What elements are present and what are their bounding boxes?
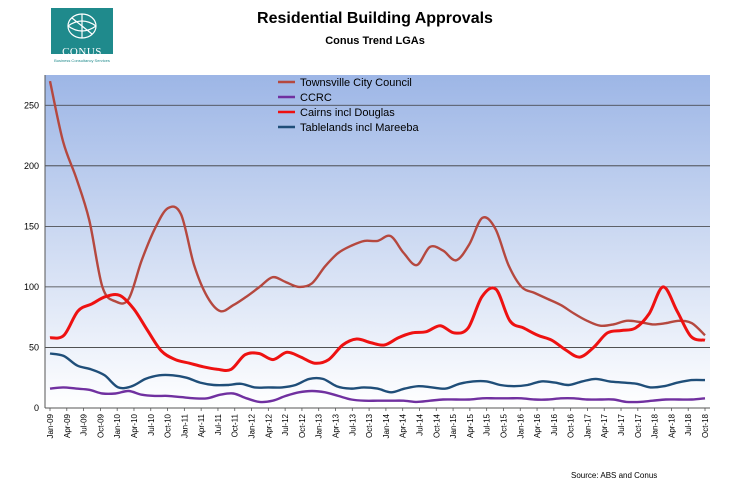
x-tick-label: Jul-18: [684, 413, 693, 435]
y-tick-label: 0: [34, 403, 39, 413]
x-tick-label: Apr-10: [130, 413, 139, 438]
y-tick-label: 150: [24, 221, 39, 231]
x-tick-label: Oct-16: [567, 413, 576, 438]
x-tick-label: Jul-11: [214, 413, 223, 435]
y-tick-label: 50: [29, 342, 39, 352]
y-tick-label: 250: [24, 100, 39, 110]
x-tick-label: Oct-10: [164, 413, 173, 438]
x-tick-label: Oct-13: [365, 413, 374, 438]
x-tick-label: Jan-10: [113, 413, 122, 438]
x-tick-label: Jan-14: [382, 413, 391, 438]
x-tick-label: Jul-13: [348, 413, 357, 435]
legend: Townsville City Council CCRC Cairns incl D…: [278, 77, 420, 134]
x-tick-label: Oct-11: [231, 413, 240, 437]
x-tick-label: Apr-14: [399, 413, 408, 438]
series-line-2: [49, 285, 706, 372]
logo-wordmark: CONUS: [62, 46, 102, 58]
x-tick-label: Jul-14: [415, 413, 424, 435]
x-tick-label: Jul-09: [80, 413, 89, 435]
legend-label-0: Townsville City Council: [300, 77, 412, 89]
x-tick-label: Oct-14: [432, 413, 441, 438]
x-tick-label: Jan-17: [583, 413, 592, 438]
source-note: Source: ABS and Conus: [571, 471, 658, 480]
x-tick-label: Apr-11: [197, 413, 206, 437]
x-tick-label: Jul-10: [147, 413, 156, 435]
x-tick-label: Jan-11: [180, 413, 189, 437]
x-tick-label: Jan-16: [516, 413, 525, 438]
logo-tagline: Business Consultancy Services: [54, 58, 110, 63]
x-axis: Jan-09 Apr-09 Jul-09 Oct-09 Jan-10 Apr-10 Jul-…: [46, 408, 710, 438]
legend-label-2: Cairns incl Douglas: [300, 107, 395, 119]
logo-emblem: [51, 8, 113, 54]
x-tick-label: Apr-13: [332, 413, 341, 438]
x-tick-label: Jan-15: [449, 413, 458, 438]
legend-label-3: Tablelands incl Mareeba: [300, 122, 420, 134]
y-tick-label: 100: [24, 282, 39, 292]
y-tick-label: 200: [24, 161, 39, 171]
x-tick-label: Jul-12: [281, 413, 290, 435]
x-tick-label: Oct-17: [634, 413, 643, 438]
legend-label-1: CCRC: [300, 92, 332, 104]
x-tick-label: Jan-09: [46, 413, 55, 438]
x-tick-label: Jul-17: [617, 413, 626, 435]
x-tick-label: Jul-16: [550, 413, 559, 435]
x-tick-label: Apr-12: [264, 413, 273, 438]
x-tick-label: Oct-18: [701, 413, 710, 438]
y-axis: 0 50 100 150 200 250: [24, 75, 710, 413]
chart-subtitle: Conus Trend LGAs: [325, 35, 425, 47]
x-tick-label: Apr-17: [600, 413, 609, 438]
chart-title: Residential Building Approvals: [257, 10, 493, 27]
conus-logo: CONUS Business Consultancy Services: [51, 8, 113, 68]
x-tick-label: Apr-09: [63, 413, 72, 438]
x-tick-label: Apr-18: [667, 413, 676, 438]
x-tick-label: Apr-16: [533, 413, 542, 438]
series-lines: [48, 80, 706, 404]
x-tick-label: Jan-13: [315, 413, 324, 438]
x-tick-label: Jan-18: [651, 413, 660, 438]
series-line-1: [49, 386, 706, 404]
x-tick-label: Oct-12: [298, 413, 307, 438]
series-line-0: [48, 80, 706, 337]
x-tick-label: Oct-15: [499, 413, 508, 438]
x-tick-label: Jan-12: [248, 413, 257, 438]
x-tick-label: Oct-09: [96, 413, 105, 438]
x-tick-label: Jul-15: [483, 413, 492, 435]
series-line-3: [49, 352, 706, 394]
x-tick-label: Apr-15: [466, 413, 475, 438]
